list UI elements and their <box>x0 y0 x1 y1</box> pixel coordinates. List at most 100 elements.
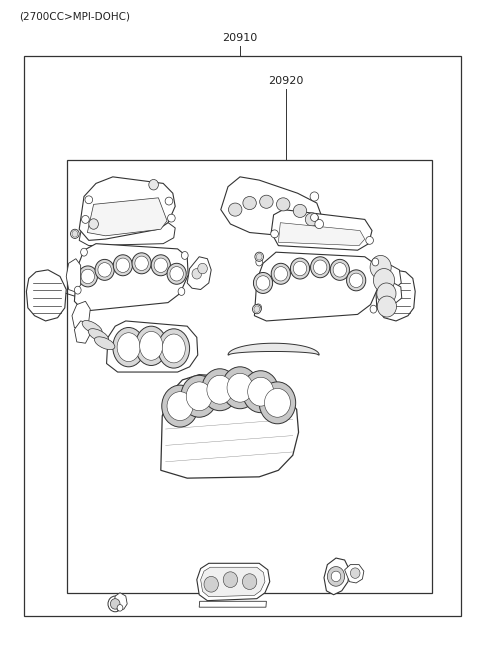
Text: 20910: 20910 <box>222 33 258 43</box>
Ellipse shape <box>290 258 310 279</box>
Ellipse shape <box>253 272 273 293</box>
Polygon shape <box>74 321 90 343</box>
Ellipse shape <box>311 257 330 278</box>
Ellipse shape <box>207 375 233 404</box>
Ellipse shape <box>72 231 78 237</box>
Ellipse shape <box>333 263 347 277</box>
Ellipse shape <box>113 328 144 367</box>
Ellipse shape <box>255 304 262 312</box>
Polygon shape <box>381 282 402 305</box>
Ellipse shape <box>74 286 81 294</box>
Polygon shape <box>278 223 365 246</box>
Ellipse shape <box>71 229 79 238</box>
Ellipse shape <box>228 203 242 216</box>
Ellipse shape <box>310 192 319 201</box>
Polygon shape <box>376 270 415 321</box>
Polygon shape <box>79 177 175 240</box>
Ellipse shape <box>260 195 273 208</box>
Ellipse shape <box>276 198 290 211</box>
Ellipse shape <box>167 263 186 284</box>
Ellipse shape <box>330 259 349 280</box>
Ellipse shape <box>149 179 158 190</box>
Ellipse shape <box>373 269 395 292</box>
Polygon shape <box>187 257 211 290</box>
Ellipse shape <box>78 266 97 287</box>
Ellipse shape <box>117 605 123 611</box>
Ellipse shape <box>259 382 296 424</box>
Polygon shape <box>379 265 401 290</box>
Ellipse shape <box>271 230 278 238</box>
Ellipse shape <box>158 329 190 368</box>
Ellipse shape <box>264 388 290 417</box>
Ellipse shape <box>192 269 202 279</box>
Ellipse shape <box>377 296 396 317</box>
Polygon shape <box>66 259 81 292</box>
Ellipse shape <box>154 258 168 272</box>
Ellipse shape <box>108 596 122 612</box>
Ellipse shape <box>113 255 132 276</box>
Ellipse shape <box>135 256 148 271</box>
Text: (2700CC>MPI-DOHC): (2700CC>MPI-DOHC) <box>19 12 130 22</box>
Ellipse shape <box>370 305 377 313</box>
Bar <box>24 56 461 616</box>
Ellipse shape <box>366 236 373 244</box>
Ellipse shape <box>98 263 111 277</box>
Ellipse shape <box>349 273 363 288</box>
Ellipse shape <box>242 574 257 590</box>
Polygon shape <box>254 252 379 321</box>
Ellipse shape <box>82 320 102 335</box>
Ellipse shape <box>248 377 274 406</box>
Ellipse shape <box>89 219 98 229</box>
Ellipse shape <box>222 367 258 409</box>
Ellipse shape <box>256 258 263 266</box>
Polygon shape <box>79 221 175 246</box>
Ellipse shape <box>95 337 115 350</box>
Polygon shape <box>324 558 349 595</box>
Polygon shape <box>197 563 270 601</box>
Ellipse shape <box>204 576 218 592</box>
Ellipse shape <box>95 259 114 280</box>
Ellipse shape <box>168 214 175 222</box>
Ellipse shape <box>370 255 391 279</box>
Ellipse shape <box>186 382 212 411</box>
Ellipse shape <box>271 263 290 284</box>
Ellipse shape <box>181 375 217 417</box>
Ellipse shape <box>347 270 366 291</box>
Ellipse shape <box>293 261 307 276</box>
Ellipse shape <box>117 333 140 362</box>
Ellipse shape <box>350 568 360 578</box>
Polygon shape <box>87 198 167 236</box>
Polygon shape <box>161 375 299 478</box>
Ellipse shape <box>116 258 130 272</box>
Polygon shape <box>228 343 319 355</box>
Ellipse shape <box>377 283 396 304</box>
Ellipse shape <box>82 215 89 223</box>
Ellipse shape <box>243 196 256 210</box>
Ellipse shape <box>327 567 345 586</box>
Ellipse shape <box>255 252 264 261</box>
Polygon shape <box>201 567 265 597</box>
Ellipse shape <box>170 267 183 281</box>
Ellipse shape <box>85 196 93 204</box>
Ellipse shape <box>242 371 279 413</box>
Ellipse shape <box>140 331 163 360</box>
Ellipse shape <box>178 288 185 295</box>
Ellipse shape <box>132 253 151 274</box>
Polygon shape <box>72 301 90 329</box>
Ellipse shape <box>162 385 198 427</box>
Ellipse shape <box>254 306 260 312</box>
Polygon shape <box>74 244 188 311</box>
Polygon shape <box>271 210 372 250</box>
Ellipse shape <box>202 369 238 411</box>
Ellipse shape <box>227 373 253 402</box>
Ellipse shape <box>256 276 270 290</box>
Polygon shape <box>26 270 66 321</box>
Ellipse shape <box>274 267 288 281</box>
Polygon shape <box>199 601 266 607</box>
Ellipse shape <box>198 263 207 274</box>
Ellipse shape <box>81 269 95 284</box>
Ellipse shape <box>252 305 261 314</box>
Ellipse shape <box>313 260 327 274</box>
Ellipse shape <box>162 334 185 363</box>
Ellipse shape <box>81 248 87 256</box>
